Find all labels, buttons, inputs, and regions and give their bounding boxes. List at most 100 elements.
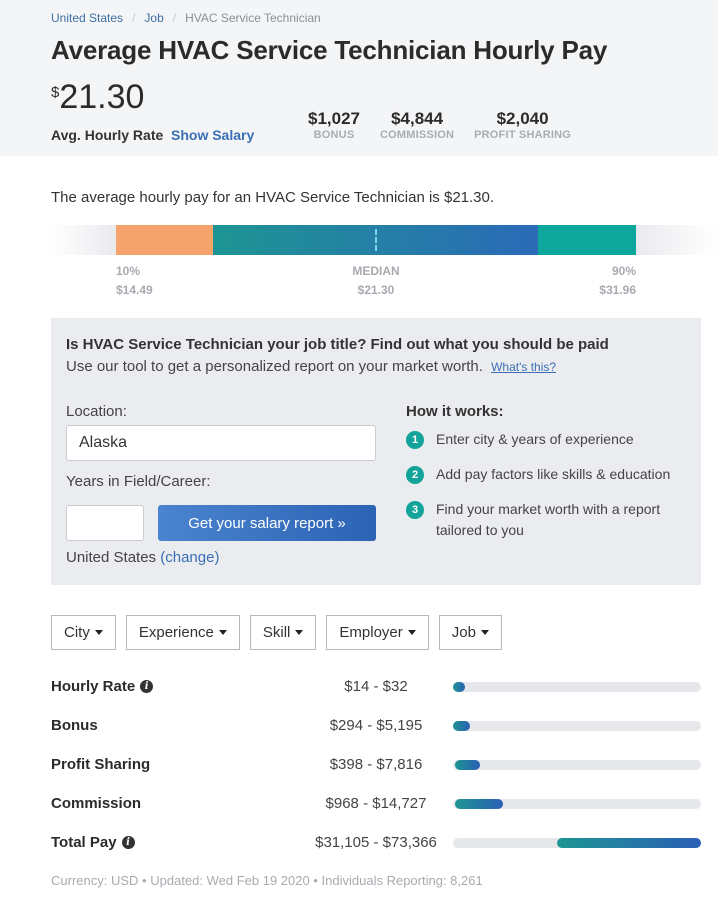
how-it-works-title: How it works: [406,403,504,420]
median-value: $21.30 [357,283,395,297]
footer-separator: • [142,873,147,888]
pay-range-track [453,760,701,770]
pay-range-fill [453,682,466,692]
how-it-works: How it works: 1 Enter city & years of ex… [406,403,696,541]
pay-row-name: Profit Sharing [51,756,150,773]
pay-distribution-bar [51,225,718,255]
pay-breakdown: Hourly Rate i $14 - $32 Bonus $294 - $5,1… [51,672,701,867]
step-text: Find your market worth with a report tai… [436,501,661,538]
step-number-icon: 1 [406,431,424,449]
info-icon[interactable]: i [121,836,135,849]
breadcrumb-separator: / [172,11,177,25]
bonus-summary: $1,027 BONUS [308,109,360,141]
page-header: United States / Job / HVAC Service Techn… [0,0,718,156]
breadcrumb: United States / Job / HVAC Service Techn… [51,11,667,25]
p10-label: 10% [116,264,141,278]
p90-label-group: 90% $31.96 [599,262,636,300]
p10-value: $14.49 [116,283,153,297]
change-country-link[interactable]: (change) [160,549,220,566]
pay-range-fill [455,799,503,809]
how-step-2: 2 Add pay factors like skills & educatio… [406,464,696,485]
salary-report-tool: Is HVAC Service Technician your job titl… [51,318,701,585]
pay-row-range: $14 - $32 [344,678,408,695]
footer-separator: • [313,873,318,888]
avg-rate-label: Avg. Hourly Rate [51,127,164,143]
filter-experience[interactable]: Experience [125,615,240,650]
step-text: Enter city & years of experience [436,431,634,447]
pay-row-label: Total Pay [51,834,117,851]
pay-range-track [453,682,701,692]
commission-label: COMMISSION [380,129,455,141]
pay-row-label: Profit Sharing [51,756,151,773]
caret-down-icon [480,630,489,635]
summary-text: The average hourly pay for an HVAC Servi… [51,189,495,206]
pay-row-label: Hourly Rate [51,678,136,695]
years-input[interactable] [66,505,144,541]
step-number-icon: 2 [406,466,424,484]
bonus-value: $1,027 [308,109,360,128]
filter-label: Skill [262,624,291,641]
pay-row-label: Commission [51,795,142,812]
p90-label: 90% [611,264,636,278]
pay-range-fill [557,838,701,848]
get-salary-report-button[interactable]: Get your salary report » [158,505,376,541]
median-marker [375,229,377,251]
filter-bar: City Experience Skill Employer Job [51,615,512,650]
extra-pay-summary: $1,027 BONUS $4,844 COMMISSION $2,040 PR… [308,109,591,141]
distribution-fade-right [636,225,718,255]
median-label-group: MEDIAN $21.30 [351,262,401,300]
avg-hourly-rate: $ 21.30 [51,78,144,116]
pay-range-track [453,838,701,848]
footer-reporting: Individuals Reporting: 8,261 [321,873,483,888]
filter-label: Job [451,624,476,641]
distribution-fade-left [51,225,116,255]
pay-range-track [453,799,701,809]
breadcrumb-united-states[interactable]: United States [51,11,124,25]
pay-range-track [453,721,701,731]
step-number-icon: 3 [406,501,424,519]
tool-subtext: Use our tool to get a personalized repor… [66,358,686,375]
tool-heading: Is HVAC Service Technician your job titl… [66,336,609,353]
distribution-high-segment [538,225,636,255]
profit-sharing-value: $2,040 [496,109,549,128]
page-footer: Currency: USD • Updated: Wed Feb 19 2020… [51,873,483,888]
pay-row-hourly-rate: Hourly Rate i $14 - $32 [51,672,701,711]
pay-row-profit-sharing: Profit Sharing $398 - $7,816 [51,750,701,789]
whats-this-link[interactable]: What's this? [491,360,557,374]
breadcrumb-current: HVAC Service Technician [185,11,321,25]
median-label: MEDIAN [352,264,400,278]
country-selector: United States (change) [66,549,219,566]
pay-row-label: Bonus [51,717,98,734]
commission-value: $4,844 [391,109,444,128]
pay-row-name: Total Pay i [51,834,135,851]
caret-down-icon [295,630,304,635]
caret-down-icon [407,630,416,635]
profit-sharing-summary: $2,040 PROFIT SHARING [474,109,571,141]
p10-label-group: 10% $14.49 [116,262,153,300]
bonus-label: BONUS [313,129,355,141]
step-text: Add pay factors like skills & education [436,466,671,482]
filter-skill[interactable]: Skill [249,615,317,650]
distribution-low-segment [116,225,213,255]
pay-row-range: $31,105 - $73,366 [315,834,437,851]
profit-sharing-label: PROFIT SHARING [474,129,572,141]
filter-employer[interactable]: Employer [326,615,429,650]
filter-label: City [64,624,90,641]
how-step-1: 1 Enter city & years of experience [406,429,696,450]
show-salary-link[interactable]: Show Salary [171,127,255,143]
pay-row-total-pay: Total Pay i $31,105 - $73,366 [51,828,701,867]
currency-symbol: $ [51,84,60,101]
filter-label: Employer [339,624,403,641]
years-label: Years in Field/Career: [66,473,211,490]
pay-row-bonus: Bonus $294 - $5,195 [51,711,701,750]
filter-city[interactable]: City [51,615,116,650]
pay-row-name: Hourly Rate i [51,678,154,695]
pay-row-name: Bonus [51,717,98,734]
filter-job[interactable]: Job [438,615,502,650]
pay-row-name: Commission [51,795,141,812]
breadcrumb-job[interactable]: Job [144,11,164,25]
pay-row-range: $398 - $7,816 [329,756,423,773]
pay-row-range: $968 - $14,727 [325,795,427,812]
info-icon[interactable]: i [140,680,154,693]
location-input[interactable] [66,425,376,461]
